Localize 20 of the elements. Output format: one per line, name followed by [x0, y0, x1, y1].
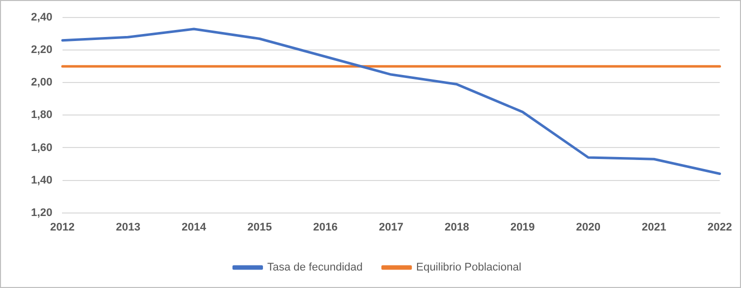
x-tick-label: 2018	[444, 221, 470, 234]
x-tick-label: 2015	[247, 221, 272, 234]
x-tick-label: 2014	[182, 221, 207, 234]
x-tick-label: 2022	[708, 221, 732, 234]
y-tick-label: 2,20	[30, 44, 52, 56]
x-tick-label: 2017	[378, 221, 404, 234]
x-tick-label: 2021	[642, 221, 666, 234]
y-tick-label: 1,20	[30, 206, 52, 219]
x-tick-label: 2012	[50, 221, 75, 234]
y-tick-label: 2,00	[30, 76, 52, 89]
legend-label: Tasa de fecundidad	[267, 262, 363, 274]
x-tick-label: 2020	[576, 221, 601, 234]
legend-label: Equilibrio Poblacional	[416, 262, 522, 274]
y-tick-label: 1,40	[30, 174, 52, 186]
x-tick-label: 2019	[510, 221, 535, 234]
x-tick-label: 2016	[313, 221, 338, 234]
y-tick-label: 1,60	[30, 142, 52, 154]
y-tick-label: 2,40	[30, 12, 52, 24]
x-tick-label: 2013	[116, 221, 140, 234]
y-tick-label: 1,80	[30, 109, 52, 122]
